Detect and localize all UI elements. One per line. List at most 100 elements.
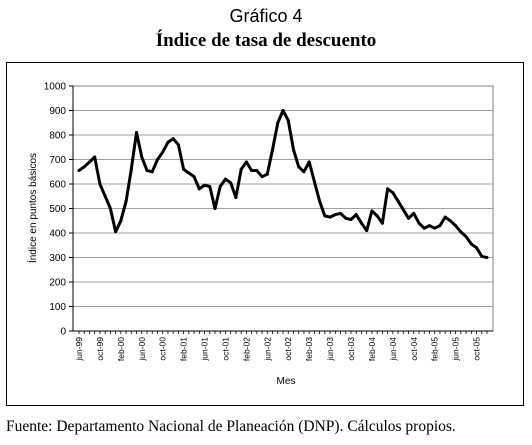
- data-point: [401, 208, 405, 212]
- data-point: [255, 169, 259, 173]
- x-tick-label: jun-04: [388, 337, 398, 362]
- x-tick-label: jun-02: [262, 337, 272, 362]
- x-tick-label: oct-04: [409, 337, 419, 361]
- data-point: [271, 148, 275, 152]
- data-point: [260, 175, 264, 179]
- y-tick-label: 1000: [44, 82, 67, 93]
- data-point: [129, 167, 133, 171]
- data-point: [365, 229, 369, 233]
- data-point: [412, 211, 416, 215]
- data-point: [286, 118, 290, 122]
- x-tick-label: jun-03: [325, 337, 335, 362]
- x-tick-label: oct-99: [95, 337, 105, 361]
- data-point: [469, 242, 473, 246]
- data-point: [265, 172, 269, 176]
- x-axis-label: Mes: [277, 376, 296, 387]
- y-tick-label: 100: [49, 302, 66, 313]
- data-point: [218, 184, 222, 188]
- data-point: [192, 175, 196, 179]
- data-point: [480, 254, 484, 258]
- data-point: [427, 224, 431, 228]
- y-tick-label: 700: [49, 155, 66, 166]
- data-point: [448, 219, 452, 223]
- data-point: [464, 235, 468, 239]
- data-point: [203, 183, 207, 187]
- data-point: [223, 177, 227, 181]
- data-point: [187, 171, 191, 175]
- data-point: [297, 165, 301, 169]
- data-point: [119, 219, 123, 223]
- y-tick-label: 200: [49, 278, 66, 289]
- data-point: [114, 230, 118, 234]
- data-point: [98, 182, 102, 186]
- data-point: [276, 121, 280, 125]
- data-point: [433, 226, 437, 230]
- data-point: [302, 170, 306, 174]
- data-point: [375, 214, 379, 218]
- data-point: [155, 158, 159, 161]
- data-point: [475, 246, 479, 250]
- x-tick-label: feb-02: [241, 337, 251, 361]
- x-tick-label: feb-03: [304, 337, 314, 361]
- data-point: [438, 224, 442, 228]
- y-tick-label: 300: [49, 253, 66, 264]
- data-point: [312, 180, 316, 184]
- y-tick-label: 900: [49, 106, 66, 117]
- y-axis-label: Índice en puntos básicos: [26, 153, 39, 263]
- data-point: [208, 184, 212, 188]
- data-point: [396, 199, 400, 203]
- x-tick-label: oct-02: [283, 337, 293, 361]
- x-tick-label: jun-99: [74, 337, 84, 362]
- data-point: [359, 221, 363, 225]
- data-point: [339, 211, 343, 215]
- data-point: [333, 213, 337, 217]
- data-point: [145, 169, 149, 173]
- data-point: [459, 230, 463, 234]
- data-point: [454, 224, 458, 228]
- data-point: [349, 218, 353, 222]
- data-point: [77, 169, 81, 173]
- data-point: [124, 199, 128, 203]
- data-point: [250, 169, 254, 173]
- x-tick-label: jun-05: [451, 337, 461, 362]
- data-point: [229, 181, 233, 185]
- x-tick-label: oct-05: [472, 337, 482, 361]
- data-point: [108, 207, 112, 210]
- x-tick-label: oct-03: [346, 337, 356, 361]
- data-point: [386, 187, 390, 191]
- x-tick-label: oct-00: [158, 337, 168, 361]
- data-point: [422, 226, 426, 230]
- data-point: [281, 109, 285, 112]
- x-tick-label: feb-04: [367, 337, 377, 361]
- x-tick-label: oct-01: [220, 337, 230, 361]
- data-point: [307, 160, 311, 164]
- data-point: [135, 131, 139, 135]
- x-tick-label: feb-01: [179, 337, 189, 361]
- data-point: [182, 167, 186, 171]
- source-note: Fuente: Departamento Nacional de Planeac…: [6, 418, 456, 435]
- data-point: [150, 170, 154, 174]
- data-point: [197, 187, 201, 191]
- figure-label: Gráfico 4: [229, 6, 303, 26]
- y-tick-label: 400: [49, 229, 66, 240]
- y-tick-label: 500: [49, 204, 66, 215]
- data-point: [176, 143, 180, 147]
- data-point: [323, 214, 327, 218]
- data-point: [485, 256, 489, 259]
- y-tick-label: 800: [49, 131, 66, 142]
- y-tick-label: 0: [60, 327, 66, 338]
- x-tick-label: jun-00: [137, 337, 147, 362]
- data-point: [328, 215, 332, 219]
- x-tick-label: feb-00: [116, 337, 126, 361]
- data-point: [140, 155, 144, 159]
- x-tick-label: jun-01: [200, 337, 210, 362]
- data-point: [87, 160, 91, 164]
- data-point: [380, 221, 384, 225]
- data-point: [391, 191, 395, 195]
- data-point: [244, 160, 248, 164]
- data-point: [103, 194, 107, 198]
- data-point: [161, 150, 165, 154]
- data-point: [291, 148, 295, 152]
- chart-title: Índice de tasa de descuento: [155, 30, 377, 51]
